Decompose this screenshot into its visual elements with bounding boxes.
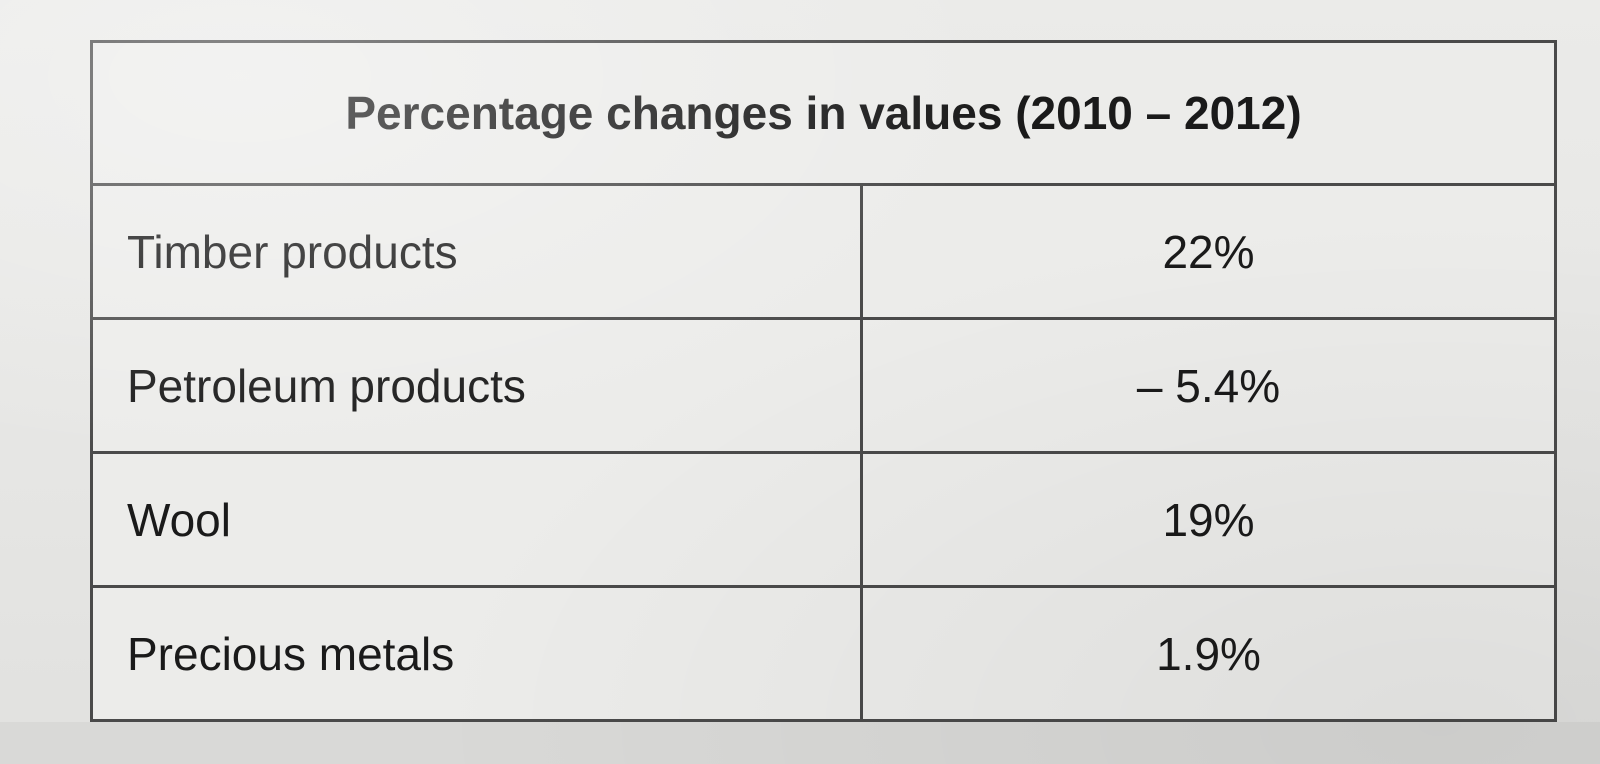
- table-title: Percentage changes in values (2010 – 201…: [89, 40, 1558, 186]
- row-label-wool: Wool: [90, 451, 863, 588]
- table-row: Timber products 22%: [90, 183, 1558, 320]
- table-row: Petroleum products – 5.4%: [90, 317, 1558, 454]
- row-label-timber-products: Timber products: [90, 183, 863, 320]
- row-label-precious-metals: Precious metals: [90, 585, 863, 722]
- row-value-precious-metals: 1.9%: [859, 585, 1558, 722]
- background-strip: [0, 722, 1600, 764]
- table-row: Precious metals 1.9%: [90, 585, 1558, 722]
- row-value-wool: 19%: [859, 451, 1558, 588]
- row-value-timber-products: 22%: [859, 183, 1558, 320]
- row-label-petroleum-products: Petroleum products: [90, 317, 863, 454]
- row-value-petroleum-products: – 5.4%: [859, 317, 1558, 454]
- table-row: Wool 19%: [90, 451, 1558, 588]
- percentage-change-table: Percentage changes in values (2010 – 201…: [89, 40, 1558, 722]
